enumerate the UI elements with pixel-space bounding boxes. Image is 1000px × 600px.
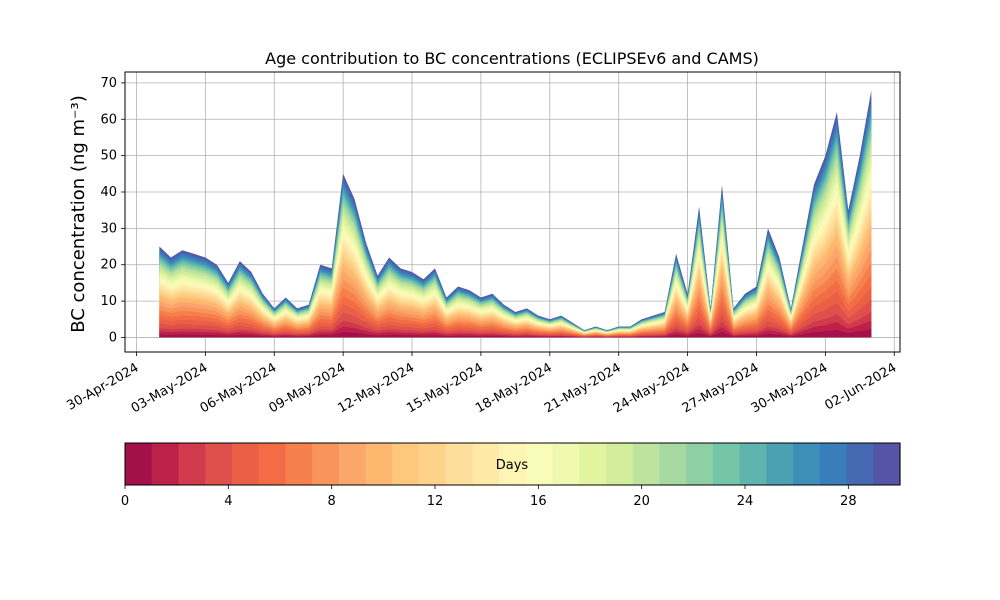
- x-tick-label: 30-May-2024: [749, 360, 831, 416]
- colorbar-swatch: [151, 443, 180, 485]
- y-tick-label: 20: [100, 258, 117, 273]
- y-axis: 0 10 20 30 40 50 60 70: [100, 76, 125, 345]
- x-tick-label: 12-May-2024: [335, 360, 417, 416]
- colorbar-swatch: [766, 443, 794, 485]
- colorbar-swatch: [178, 443, 206, 485]
- x-tick-label: 18-May-2024: [473, 360, 555, 416]
- chart-title: Age contribution to BC concentrations (E…: [265, 49, 759, 68]
- y-tick-label: 10: [100, 294, 117, 309]
- colorbar-tick-label: 0: [121, 494, 129, 509]
- y-tick-label: 40: [100, 185, 117, 200]
- plot-area: 0 10 20 30 40 50 60 70 30-Apr-202403-May-202406…: [64, 71, 901, 416]
- colorbar-tick-label: 24: [737, 494, 754, 509]
- colorbar-swatch: [659, 443, 687, 485]
- colorbar-swatch: [445, 443, 474, 485]
- colorbar-swatch: [552, 443, 580, 485]
- colorbar-tick-label: 4: [224, 494, 232, 509]
- x-tick-label: 24-May-2024: [611, 360, 693, 416]
- colorbar-swatch: [632, 443, 661, 485]
- age-layer-0: [159, 329, 872, 338]
- colorbar-swatch: [312, 443, 340, 485]
- y-tick-label: 60: [100, 112, 117, 127]
- colorbar-swatch: [392, 443, 420, 485]
- colorbar-tick-label: 28: [840, 494, 857, 509]
- colorbar-swatch: [873, 443, 901, 485]
- colorbar-frame: [124, 442, 901, 486]
- colorbar-swatch: [606, 443, 634, 485]
- colorbar-swatch: [686, 443, 714, 485]
- colorbar-swatch: [525, 443, 554, 485]
- colorbar-swatch: [499, 443, 527, 485]
- colorbar-swatch: [365, 443, 393, 485]
- x-tick-label: 09-May-2024: [266, 360, 348, 416]
- colorbar-ticks: 0 4 8 12 16 20 24 28: [121, 485, 857, 509]
- colorbar-swatch: [579, 443, 607, 485]
- x-tick-label: 15-May-2024: [404, 360, 486, 416]
- colorbar-swatch: [819, 443, 848, 485]
- colorbar-swatch: [285, 443, 313, 485]
- x-tick-label: 06-May-2024: [198, 360, 280, 416]
- colorbar-swatch: [793, 443, 821, 485]
- colorbar-tick-label: 16: [530, 494, 547, 509]
- colorbar-tick-label: 12: [427, 494, 444, 509]
- y-tick-label: 0: [109, 330, 117, 345]
- colorbar-swatch: [258, 443, 286, 485]
- y-tick-label: 70: [100, 76, 117, 91]
- plot-frame: [124, 71, 901, 353]
- colorbar-tick-label: 8: [328, 494, 336, 509]
- colorbar-swatch: [125, 443, 153, 485]
- colorbar-tick-label: 20: [633, 494, 650, 509]
- x-tick-label: 21-May-2024: [542, 360, 624, 416]
- colorbar-swatch: [472, 443, 500, 485]
- y-tick-label: 50: [100, 149, 117, 164]
- colorbar-swatch: [846, 443, 874, 485]
- colorbar-swatches: [125, 443, 901, 485]
- colorbar-label: Days: [496, 458, 529, 473]
- colorbar: Days 0 4 8 12 16 20 24 28: [121, 442, 901, 509]
- colorbar-swatch: [231, 443, 260, 485]
- x-tick-label: 02-Jun-2024: [822, 360, 899, 413]
- colorbar-swatch: [739, 443, 767, 485]
- x-tick-label: 27-May-2024: [680, 360, 762, 416]
- colorbar-swatch: [418, 443, 447, 485]
- y-tick-label: 30: [100, 221, 117, 236]
- stacked-areas: [159, 90, 872, 338]
- colorbar-swatch: [338, 443, 367, 485]
- x-tick-label: 03-May-2024: [129, 360, 211, 416]
- age-layer-1: [159, 320, 872, 338]
- colorbar-swatch: [205, 443, 233, 485]
- x-axis: 30-Apr-202403-May-202406-May-202409-May-…: [64, 352, 899, 416]
- colorbar-swatch: [712, 443, 741, 485]
- y-axis-label: BC concentration (ng m⁻³): [68, 95, 89, 333]
